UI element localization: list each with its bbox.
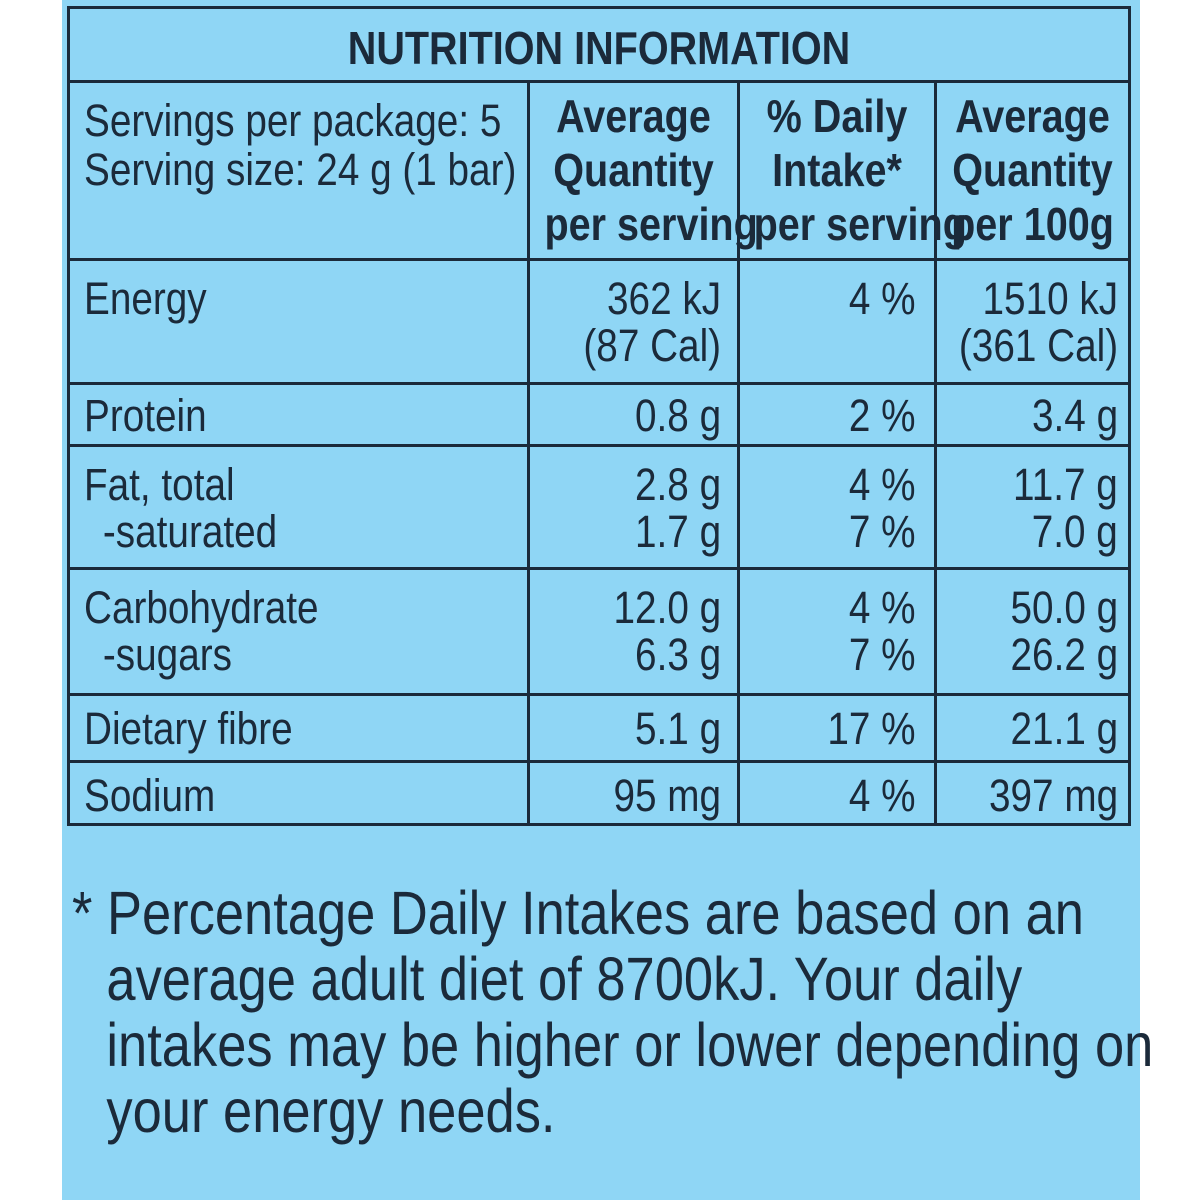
sodium-serving: 95 mg [613, 770, 721, 821]
energy-serving: 362 kJ (87 Cal) [583, 273, 721, 371]
table-row-energy: Energy 362 kJ (87 Cal) 4 % 1510 kJ (361 … [70, 261, 1128, 385]
column-divider [527, 83, 530, 823]
nutrition-table: NUTRITION INFORMATION Servings per packa… [67, 6, 1131, 826]
sodium-per-100g: 397 mg [988, 770, 1118, 821]
footnote: * Percentage Daily Intakes are based on … [72, 879, 1154, 1145]
fat-per-100g: 11.7 g 7.0 g [1013, 459, 1118, 557]
fibre-per-100g: 21.1 g [1010, 703, 1118, 754]
sodium-daily-intake: 4 % [849, 770, 916, 821]
carbohydrate-per-100g: 50.0 g 26.2 g [1010, 582, 1118, 680]
protein-per-100g: 3.4 g [1031, 390, 1118, 441]
serving-size: Serving size: 24 g (1 bar) [84, 144, 517, 195]
table-title: NUTRITION INFORMATION [347, 22, 851, 74]
carbohydrate-serving: 12.0 g 6.3 g [613, 582, 721, 680]
label-panel [62, 0, 1140, 1200]
column-divider [737, 83, 740, 823]
protein-serving: 0.8 g [634, 390, 721, 441]
header-daily-intake: % Daily Intake* per serving [753, 90, 967, 250]
header-per-serving: Average Quantity per serving [544, 90, 758, 250]
header-row: Servings per package: 5 Serving size: 24… [70, 83, 1128, 261]
column-divider [934, 83, 937, 823]
protein-daily-intake: 2 % [849, 390, 916, 441]
energy-daily-intake: 4 % [849, 273, 916, 324]
table-row-fibre: Dietary fibre 5.1 g 17 % 21.1 g [70, 696, 1128, 763]
fat-serving: 2.8 g 1.7 g [634, 459, 721, 557]
fibre-label: Dietary fibre [84, 703, 293, 754]
table-row-sodium: Sodium 95 mg 4 % 397 mg [70, 763, 1128, 826]
carbohydrate-daily-intake: 4 % 7 % [849, 582, 916, 680]
table-row-fat: Fat, total -saturated 2.8 g 1.7 g 4 % 7 … [70, 447, 1128, 570]
servings-per-package: Servings per package: 5 [84, 95, 502, 146]
table-row-protein: Protein 0.8 g 2 % 3.4 g [70, 385, 1128, 447]
energy-per-100g: 1510 kJ (361 Cal) [958, 273, 1118, 371]
protein-label: Protein [84, 390, 207, 441]
header-per-100g: Average Quantity per 100g [951, 90, 1114, 250]
energy-label: Energy [84, 273, 207, 324]
table-title-row: NUTRITION INFORMATION [70, 9, 1128, 83]
sodium-label: Sodium [84, 770, 216, 821]
fibre-daily-intake: 17 % [827, 703, 916, 754]
fibre-serving: 5.1 g [634, 703, 721, 754]
fat-daily-intake: 4 % 7 % [849, 459, 916, 557]
carbohydrate-label: Carbohydrate -sugars [84, 582, 319, 680]
fat-label: Fat, total -saturated [84, 459, 278, 557]
table-row-carbohydrate: Carbohydrate -sugars 12.0 g 6.3 g 4 % 7 … [70, 570, 1128, 696]
